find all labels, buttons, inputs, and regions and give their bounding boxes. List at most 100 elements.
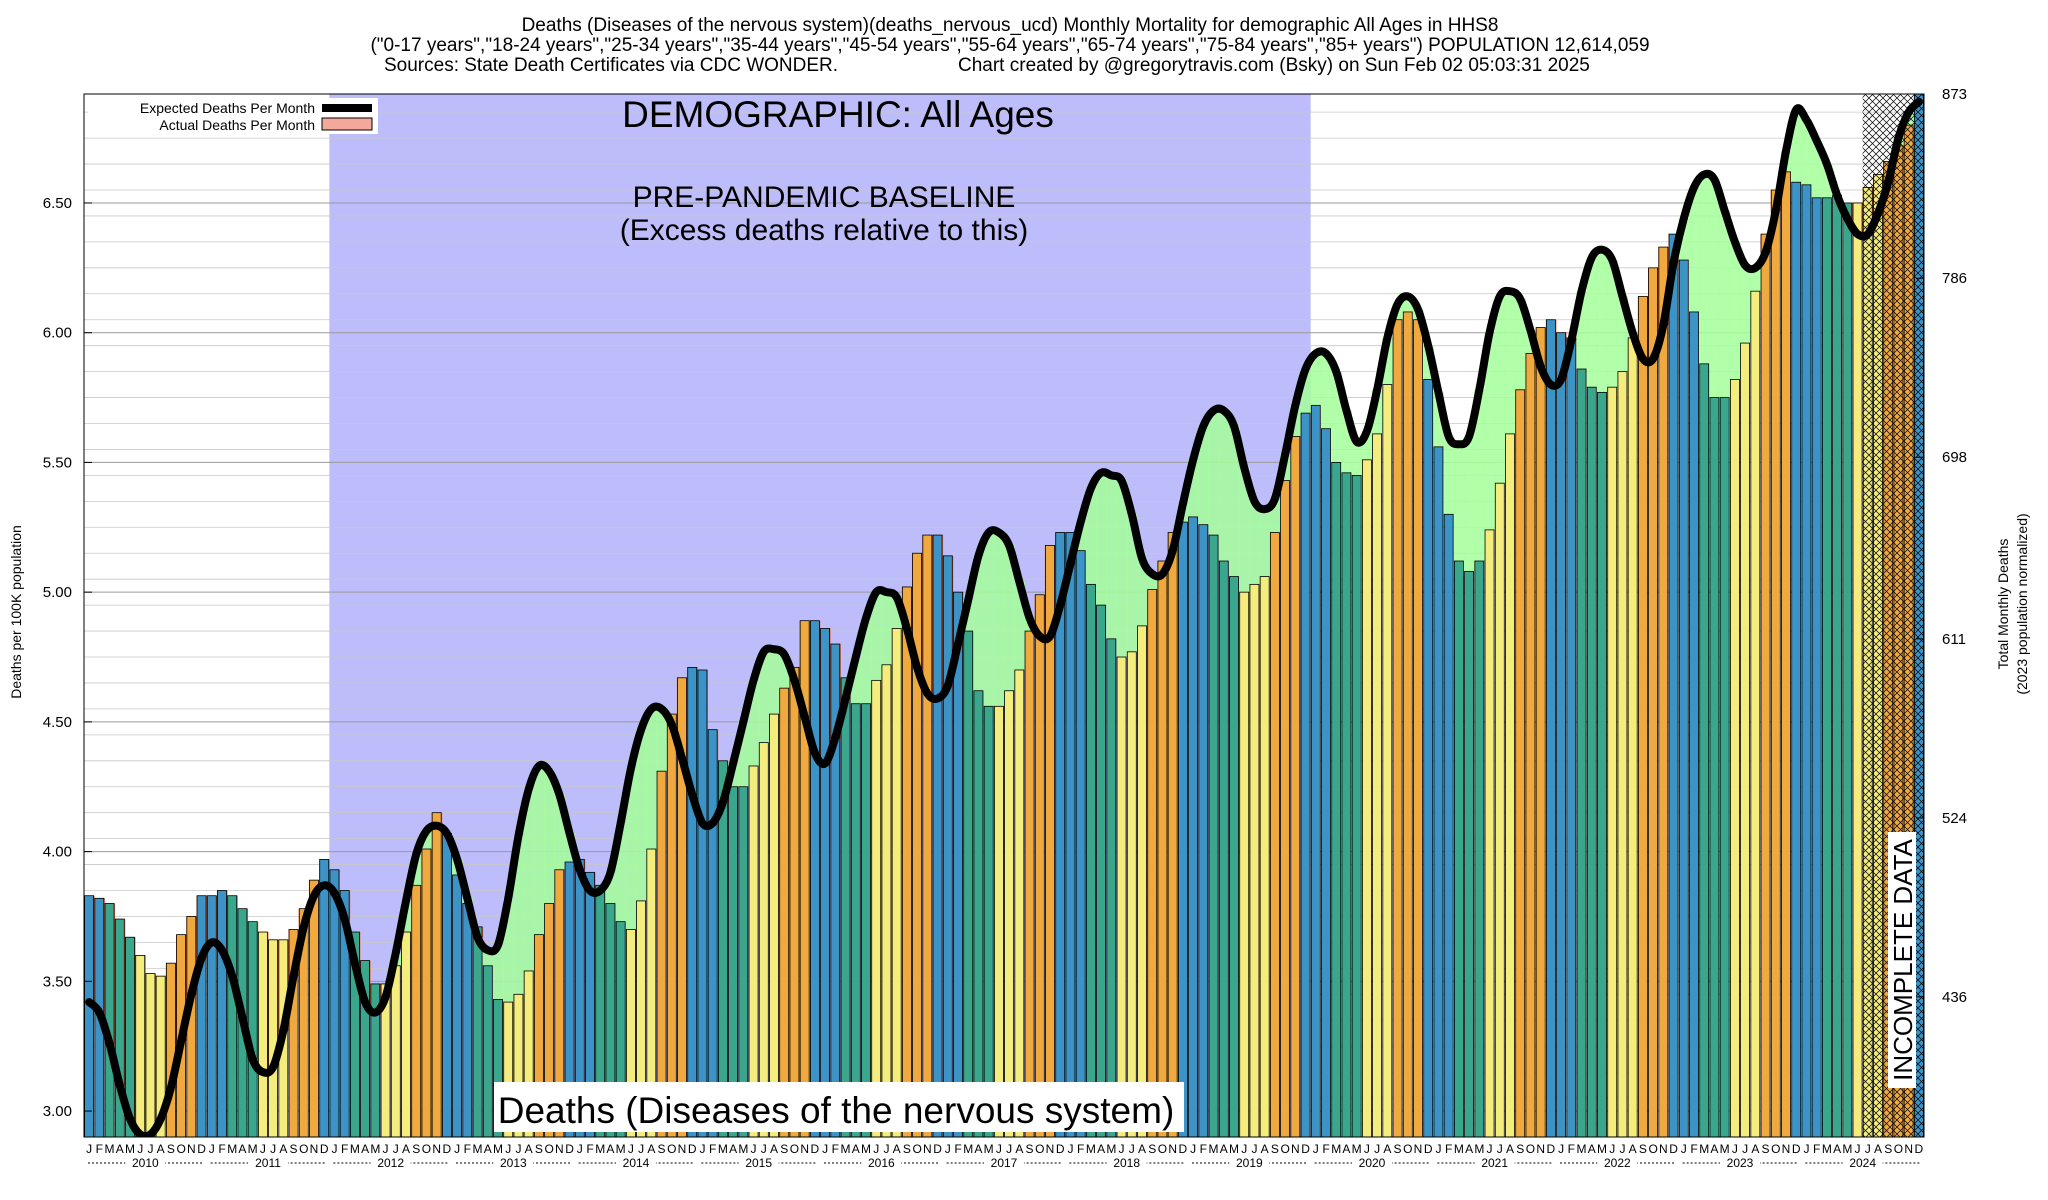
y-axis-left-title: Deaths per 100K population: [8, 525, 24, 699]
x-month-label: A: [1710, 1142, 1718, 1156]
excess-fill-segment: [1228, 426, 1240, 577]
excess-fill-segment: [1504, 291, 1516, 434]
x-month-label: J: [945, 1142, 951, 1156]
actual-deaths-bar: [1719, 397, 1730, 1137]
actual-deaths-bar: [625, 929, 636, 1137]
x-month-label: A: [157, 1142, 165, 1156]
excess-fill-segment: [1096, 472, 1107, 606]
excess-fill-segment: [1361, 431, 1373, 460]
y-axis-right-title-1: Total Monthly Deaths: [1995, 539, 2011, 670]
incomplete-data-label: INCOMPLETE DATA: [1888, 838, 1918, 1080]
x-month-label: J: [1855, 1142, 1861, 1156]
x-year-label: 2024: [1849, 1156, 1876, 1170]
x-year-label: 2010: [132, 1156, 159, 1170]
actual-deaths-bar: [922, 534, 933, 1137]
actual-deaths-bar: [973, 690, 984, 1137]
actual-deaths-bar: [1535, 327, 1546, 1137]
x-month-label: O: [1280, 1142, 1289, 1156]
x-month-label: J: [515, 1142, 521, 1156]
x-month-label: J: [1241, 1142, 1247, 1156]
x-year-label: 2017: [991, 1156, 1018, 1170]
x-month-label: M: [1331, 1142, 1341, 1156]
actual-deaths-bar: [1167, 532, 1178, 1137]
actual-deaths-bar: [1413, 319, 1423, 1137]
actual-deaths-bar: [1678, 259, 1689, 1137]
actual-deaths-bar: [503, 1001, 514, 1137]
x-year-label: 2014: [623, 1156, 650, 1170]
actual-deaths-bars: [84, 94, 1924, 1137]
actual-deaths-bar: [513, 993, 524, 1137]
actual-deaths-bar: [1443, 513, 1454, 1137]
excess-fill-segment: [1453, 444, 1465, 562]
actual-deaths-bar: [748, 765, 759, 1137]
x-month-label: S: [167, 1142, 175, 1156]
x-month-label: J: [751, 1142, 757, 1156]
actual-deaths-bar: [953, 591, 963, 1137]
excess-fill-segment: [1351, 441, 1363, 476]
x-month-label: J: [761, 1142, 767, 1156]
actual-deaths-bar: [1586, 386, 1597, 1137]
actual-deaths-bar: [1525, 353, 1536, 1137]
actual-deaths-bar: [493, 999, 503, 1137]
incomplete-label-box: [1888, 832, 1916, 1088]
actual-deaths-bar: [1157, 560, 1168, 1137]
x-month-label: O: [1894, 1142, 1903, 1156]
excess-fill-segment: [779, 654, 790, 689]
x-month-label: J: [1251, 1142, 1257, 1156]
actual-deaths-bar: [217, 890, 227, 1137]
y-tick-label-left: 4.50: [43, 714, 72, 731]
x-month-label: J: [86, 1142, 92, 1156]
x-month-label: A: [1588, 1142, 1596, 1156]
plot-frame: [83, 93, 1925, 1138]
actual-deaths-bar: [1505, 433, 1515, 1137]
x-year-label: 2020: [1359, 1156, 1386, 1170]
excess-fill-segment: [1136, 558, 1148, 626]
x-month-label: D: [688, 1142, 697, 1156]
actual-deaths-bar: [349, 931, 360, 1137]
legend: Expected Deaths Per Month Actual Deaths …: [88, 98, 378, 134]
x-month-label: N: [678, 1142, 687, 1156]
excess-fill-segment: [1586, 257, 1598, 388]
actual-deaths-bar: [196, 895, 207, 1137]
x-month-label: J: [454, 1142, 460, 1156]
x-month-label: M: [350, 1142, 360, 1156]
actual-deaths-bar: [1464, 570, 1475, 1137]
x-year-label: 2012: [377, 1156, 404, 1170]
excess-fill-segment: [891, 597, 903, 629]
excess-fill-segment: [1198, 426, 1209, 525]
excess-fill-segment: [1382, 337, 1393, 385]
x-month-label: M: [1474, 1142, 1484, 1156]
x-month-label: J: [1558, 1142, 1564, 1156]
actual-deaths-bar: [1198, 524, 1209, 1137]
x-month-label: A: [1015, 1142, 1023, 1156]
actual-deaths-bar: [738, 786, 749, 1137]
actual-deaths-bar: [1770, 189, 1781, 1137]
x-year-label: 2022: [1604, 1156, 1631, 1170]
actual-deaths-bar: [932, 534, 943, 1137]
x-month-label: J: [1803, 1142, 1809, 1156]
x-year-label: 2016: [868, 1156, 895, 1170]
x-year-label-bg: [1352, 1155, 1392, 1169]
actual-deaths-bar: [1760, 233, 1771, 1137]
x-month-label: F: [341, 1142, 348, 1156]
actual-deaths-bar: [441, 833, 452, 1137]
x-month-label: A: [647, 1142, 655, 1156]
actual-deaths-bar: [1556, 332, 1567, 1137]
excess-fill-segment: [1791, 109, 1802, 183]
excess-fill-segment: [1474, 389, 1485, 562]
actual-deaths-bar: [1300, 412, 1311, 1137]
actual-deaths-bar: [1607, 386, 1618, 1137]
excess-fill-segment: [554, 794, 565, 870]
x-month-label: J: [1119, 1142, 1125, 1156]
x-month-label: J: [1364, 1142, 1370, 1156]
x-year-label: 2023: [1727, 1156, 1754, 1170]
excess-fill-segment: [1699, 174, 1710, 364]
excess-fill-segment: [1320, 353, 1332, 429]
x-month-label: A: [893, 1142, 901, 1156]
x-month-label: F: [1568, 1142, 1575, 1156]
x-month-label: J: [147, 1142, 153, 1156]
excess-fill-segment: [1218, 410, 1230, 562]
actual-deaths-bar: [1545, 319, 1556, 1137]
x-month-label: N: [923, 1142, 932, 1156]
x-month-label: N: [187, 1142, 196, 1156]
